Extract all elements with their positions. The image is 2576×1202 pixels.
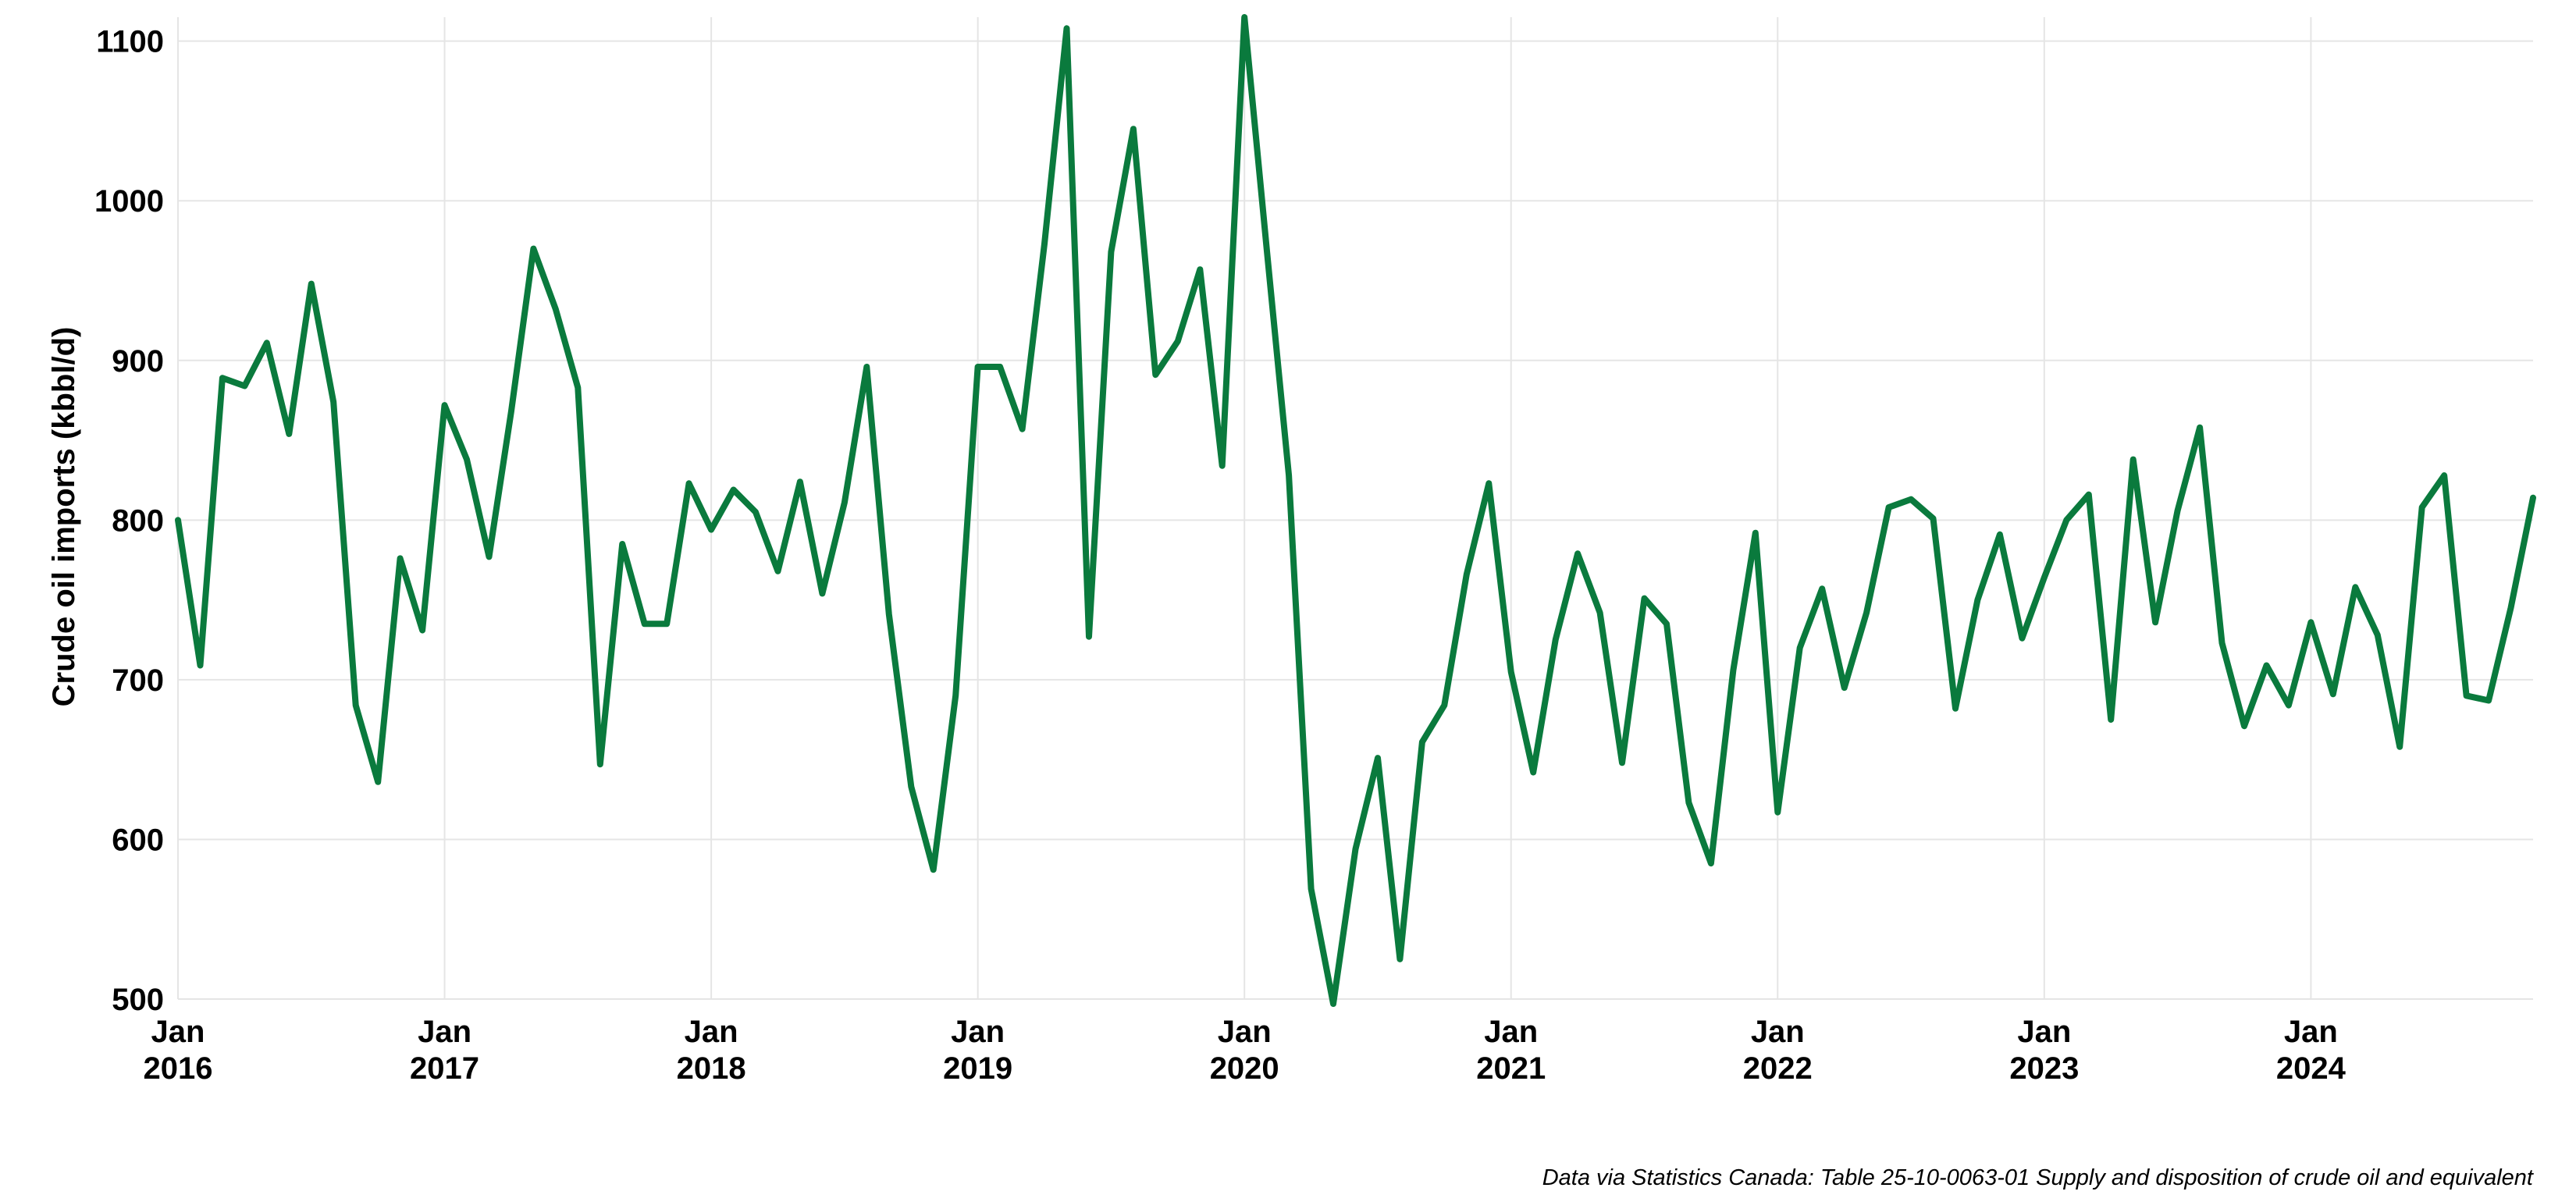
x-tick-label-month: Jan — [2017, 1015, 2071, 1049]
x-tick-label-month: Jan — [685, 1015, 738, 1049]
x-tick-label-month: Jan — [1218, 1015, 1272, 1049]
x-tick-label-year: 2018 — [677, 1051, 746, 1086]
y-axis-title: Crude oil imports (kbbl/d) — [47, 327, 81, 707]
x-tick-label-year: 2023 — [2009, 1051, 2079, 1086]
y-tick-label: 700 — [112, 663, 164, 698]
x-tick-label-year: 2022 — [1743, 1051, 1813, 1086]
x-tick-label-month: Jan — [1751, 1015, 1805, 1049]
x-tick-label-year: 2024 — [2276, 1051, 2347, 1086]
x-axis-ticks: Jan2016Jan2017Jan2018Jan2019Jan2020Jan20… — [144, 1015, 2347, 1086]
x-tick-label-month: Jan — [151, 1015, 205, 1049]
x-tick-label-year: 2016 — [144, 1051, 213, 1086]
y-tick-label: 1000 — [94, 184, 164, 219]
y-tick-label: 1100 — [96, 25, 164, 59]
x-tick-label-month: Jan — [951, 1015, 1005, 1049]
y-tick-label: 600 — [112, 823, 164, 857]
series-line — [175, 14, 2536, 1008]
source-caption: Data via Statistics Canada: Table 25-10-… — [1542, 1165, 2535, 1190]
y-tick-label: 800 — [112, 503, 164, 538]
x-tick-label-month: Jan — [418, 1015, 471, 1049]
y-tick-label: 900 — [112, 344, 164, 379]
x-tick-label-year: 2021 — [1476, 1051, 1546, 1086]
x-tick-label-month: Jan — [2284, 1015, 2338, 1049]
series — [175, 14, 2536, 1008]
x-tick-label-year: 2017 — [410, 1051, 479, 1086]
y-axis-ticks: 500 600 700 800 900 1000 1100 — [94, 25, 164, 1017]
x-tick-label-month: Jan — [1484, 1015, 1538, 1049]
y-tick-label: 500 — [112, 983, 164, 1017]
grid — [177, 17, 2533, 1000]
x-tick-label-year: 2019 — [943, 1051, 1012, 1086]
x-tick-label-year: 2020 — [1210, 1051, 1279, 1086]
